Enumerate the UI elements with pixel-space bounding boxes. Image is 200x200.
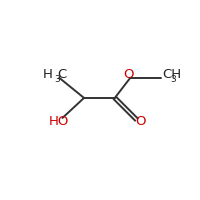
Text: O: O bbox=[135, 115, 145, 128]
Text: CH: CH bbox=[163, 68, 182, 81]
Text: 3: 3 bbox=[54, 75, 60, 84]
Text: O: O bbox=[123, 68, 134, 81]
Text: HO: HO bbox=[48, 115, 69, 128]
Text: C: C bbox=[57, 68, 66, 81]
Text: H: H bbox=[43, 68, 52, 81]
Text: 3: 3 bbox=[170, 75, 176, 84]
